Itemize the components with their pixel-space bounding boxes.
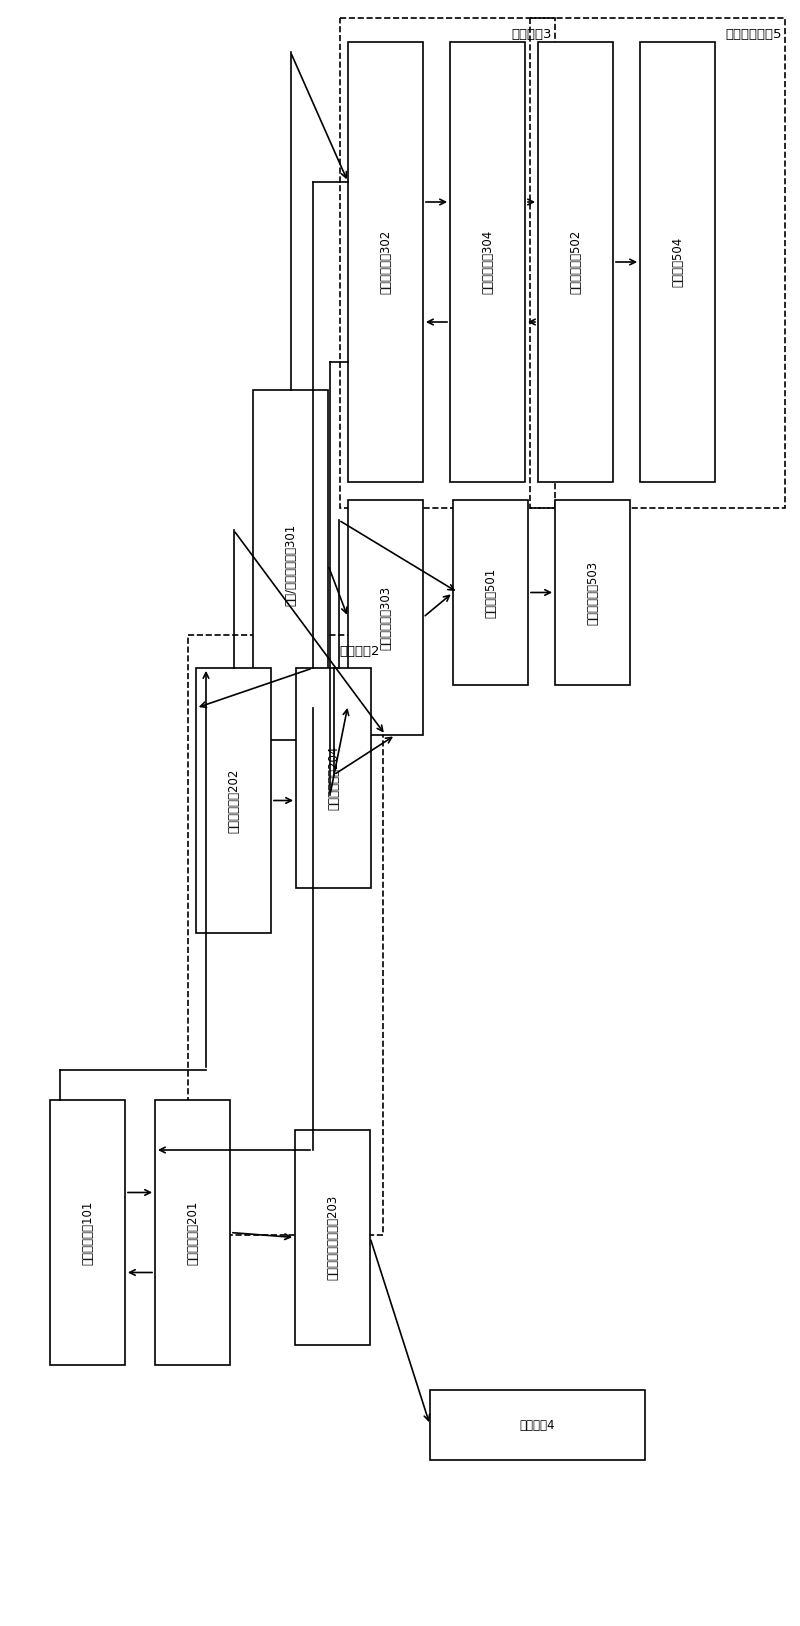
- Bar: [340, 18, 555, 507]
- Text: 总控装置3: 总控装置3: [511, 28, 552, 41]
- Text: 实时分析装置502: 实时分析装置502: [569, 229, 582, 294]
- Bar: [296, 668, 371, 888]
- Text: 采集/接收监视装置301: 采集/接收监视装置301: [284, 524, 297, 606]
- Bar: [253, 390, 328, 740]
- Bar: [188, 636, 383, 1236]
- Bar: [348, 501, 423, 735]
- Bar: [453, 501, 528, 685]
- Text: 数据处理装置5: 数据处理装置5: [726, 28, 782, 41]
- Text: 设备控制装置201: 设备控制装置201: [186, 1200, 199, 1265]
- Text: 数据发布装置304: 数据发布装置304: [481, 229, 494, 294]
- Text: 数据采集装置202: 数据采集装置202: [227, 769, 240, 833]
- Bar: [555, 501, 630, 685]
- Bar: [50, 1101, 125, 1364]
- Text: 监视装置4: 监视装置4: [520, 1418, 555, 1431]
- Bar: [430, 1390, 645, 1460]
- Text: 存储装置504: 存储装置504: [671, 237, 684, 288]
- Text: 图形显示装置503: 图形显示装置503: [586, 561, 599, 624]
- Bar: [295, 1130, 370, 1345]
- Bar: [450, 42, 525, 481]
- Bar: [155, 1101, 230, 1364]
- Bar: [196, 668, 271, 933]
- Text: 计算控制装置302: 计算控制装置302: [379, 229, 392, 294]
- Text: 数据视图图显示装置203: 数据视图图显示装置203: [326, 1195, 339, 1280]
- Bar: [530, 18, 785, 507]
- Text: 采集装置2: 采集装置2: [339, 646, 380, 659]
- Bar: [348, 42, 423, 481]
- Text: 前端采集装置101: 前端采集装置101: [81, 1200, 94, 1265]
- Text: 接收装置501: 接收装置501: [484, 567, 497, 618]
- Text: 数据提交装置204: 数据提交装置204: [327, 746, 340, 810]
- Text: 数据接收装置303: 数据接收装置303: [379, 585, 392, 649]
- Bar: [538, 42, 613, 481]
- Bar: [640, 42, 715, 481]
